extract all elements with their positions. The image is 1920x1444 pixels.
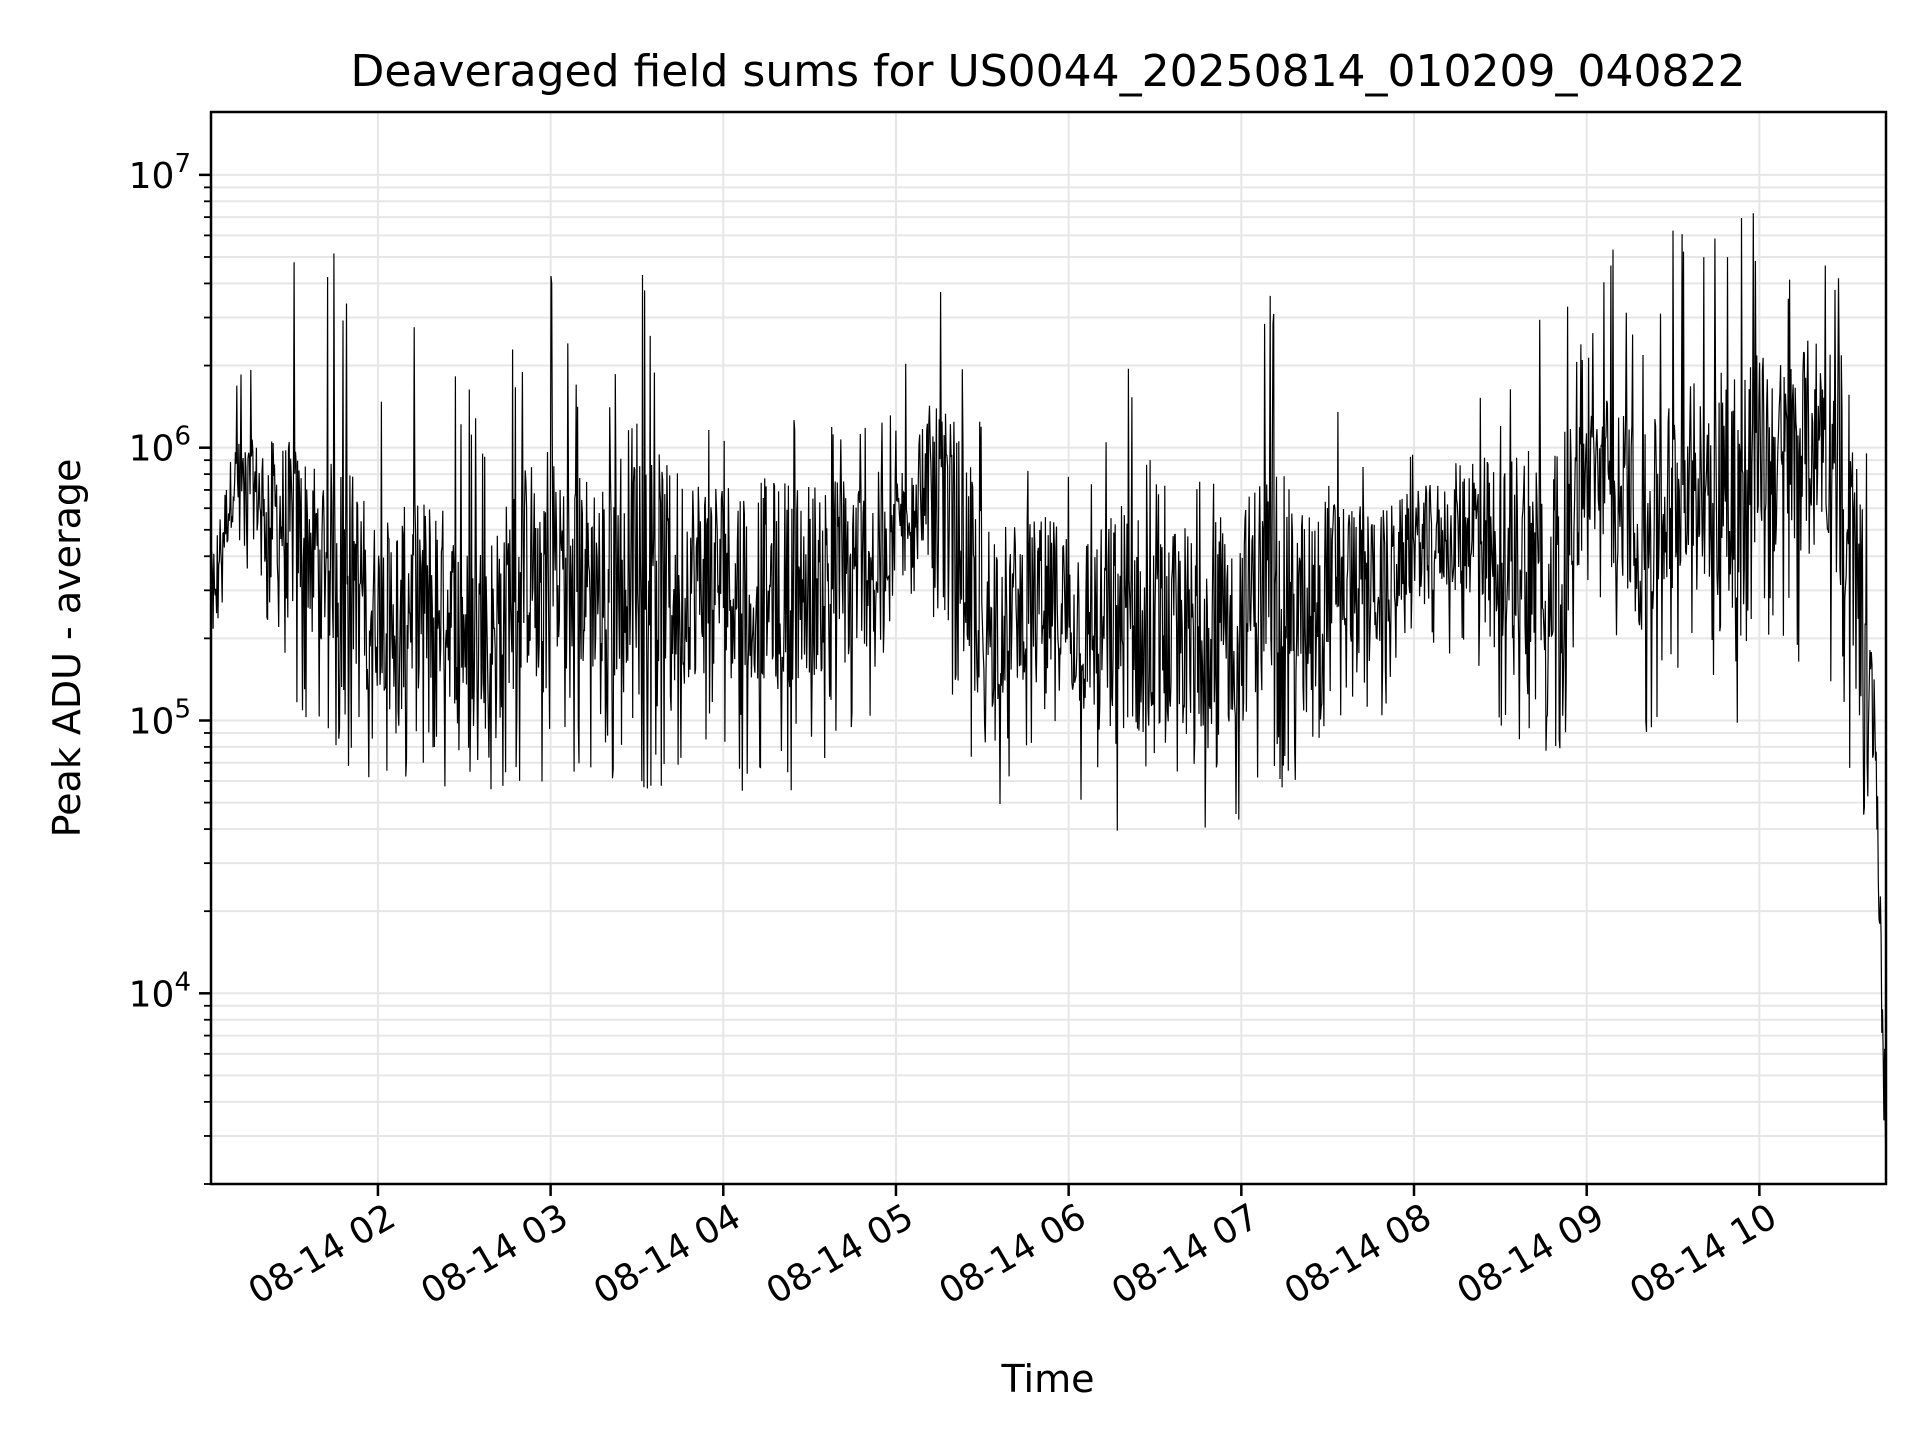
y-tick-label: 107 <box>129 149 191 197</box>
chart-title: Deaveraged field sums for US0044_2025081… <box>351 46 1746 97</box>
plot-frame <box>209 110 1888 1186</box>
y-axis: 104 105 106 107 <box>129 149 211 1185</box>
x-axis-label: Time <box>1001 1357 1095 1401</box>
y-tick-label: 104 <box>129 967 191 1015</box>
y-tick-label: 106 <box>129 422 191 470</box>
series-line <box>210 213 1887 1179</box>
grid-layer <box>211 112 1886 1185</box>
y-axis-label: Peak ADU - average <box>45 459 89 838</box>
series-layer <box>210 213 1887 1179</box>
y-tick-label: 105 <box>129 694 191 742</box>
